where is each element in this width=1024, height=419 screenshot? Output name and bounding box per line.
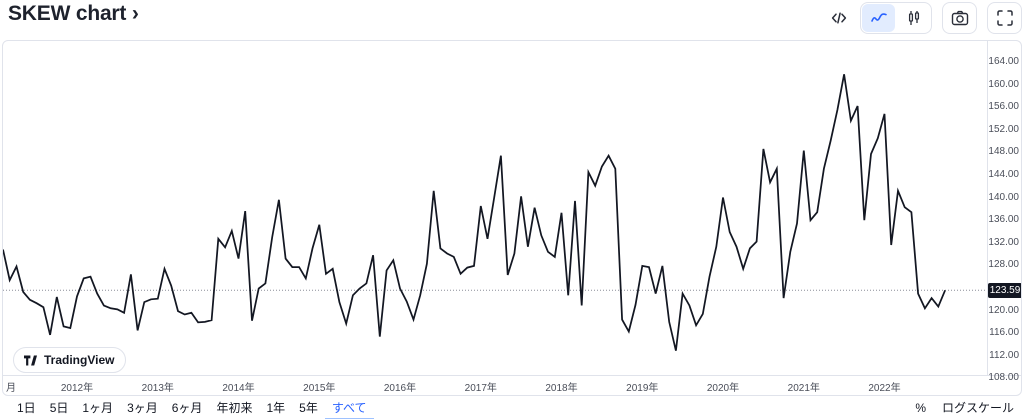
price-scale-label: 148.00	[988, 146, 1019, 158]
time-scale-label: 2017年	[464, 383, 497, 394]
price-scale-label: 164.00	[988, 55, 1019, 67]
price-scale-label: 160.00	[988, 78, 1019, 90]
time-scale[interactable]: 月 2012年 2013年 2014年 2015年 2016年 2017年 2018年 2019…	[3, 376, 987, 395]
range-button-1ヶ月[interactable]: 1ヶ月	[82, 401, 114, 415]
range-button-すべて[interactable]: すべて	[324, 397, 374, 419]
price-chart[interactable]	[3, 41, 988, 375]
range-buttons: 1日 5日 1ヶ月 3ヶ月 6ヶ月 年初来 1年 5年 すべて	[10, 397, 374, 419]
price-scale-label: 132.00	[988, 236, 1019, 248]
chart-panel: 164.00 160.00 156.00 152.00 148.00 144.00 140.…	[2, 40, 1022, 396]
tradingview-label: TradingView	[44, 353, 115, 367]
time-scale-label: 2016年	[383, 383, 417, 394]
scale-controls: % ログスケール	[915, 399, 1014, 416]
line-style-button[interactable]	[862, 4, 895, 32]
price-scale-label: 144.00	[988, 168, 1019, 180]
screenshot-button[interactable]	[942, 2, 977, 34]
bottom-toolbar: 1日 5日 1ヶ月 3ヶ月 6ヶ月 年初来 1年 5年 すべて % ログスケール	[0, 397, 1024, 419]
line-chart-icon	[870, 13, 887, 22]
price-scale-label: 112.00	[989, 349, 1019, 361]
time-scale-label: 2019年	[626, 383, 659, 394]
candlestick-style-button[interactable]	[897, 4, 930, 32]
tradingview-logo-icon	[24, 355, 37, 365]
camera-icon	[951, 10, 968, 26]
range-button-6ヶ月[interactable]: 6ヶ月	[171, 401, 203, 415]
range-button-1日[interactable]: 1日	[17, 401, 36, 415]
price-scale-label: 128.00	[988, 259, 1019, 271]
range-button-1年[interactable]: 1年	[266, 401, 286, 415]
fullscreen-button[interactable]	[987, 2, 1022, 34]
last-price-badge: 123.59	[988, 282, 1021, 298]
price-scale-label: 120.00	[988, 304, 1019, 316]
plot-wrapper	[3, 41, 1021, 376]
tradingview-attribution-link[interactable]: TradingView	[13, 347, 127, 373]
widget-header: SKEW chart ›	[0, 0, 1024, 36]
price-scale-label: 136.00	[988, 214, 1019, 226]
range-button-3ヶ月[interactable]: 3ヶ月	[127, 401, 158, 415]
time-scale-label: 2015年	[303, 383, 336, 394]
time-scale-label: 2020年	[706, 383, 740, 394]
embed-code-button[interactable]	[826, 3, 852, 33]
time-scale-label: 2013年	[141, 383, 174, 394]
log-scale-toggle[interactable]: ログスケール	[941, 401, 1014, 415]
percent-scale-toggle[interactable]: %	[915, 400, 926, 415]
price-line	[3, 74, 946, 351]
chart-style-switcher	[860, 2, 932, 34]
time-scale-label: 2021年	[787, 383, 820, 394]
time-scale-label: 2022年	[868, 383, 901, 394]
chart-title[interactable]: SKEW chart ›	[8, 2, 139, 25]
time-scale-label: 2018年	[545, 383, 578, 394]
embed-code-icon	[831, 12, 847, 24]
time-scale-label: 2012年	[60, 383, 94, 394]
candlestick-icon	[908, 11, 919, 25]
header-toolbar	[826, 2, 1022, 34]
time-scale-label: 月	[6, 383, 16, 394]
fullscreen-icon	[996, 10, 1013, 26]
price-scale-label: 116.00	[989, 327, 1019, 339]
price-scale-label: 108.00	[988, 372, 1019, 384]
price-line-svg	[3, 74, 987, 351]
price-scale-label: 156.00	[988, 101, 1019, 113]
range-button-5年[interactable]: 5年	[299, 401, 318, 415]
price-scale-label: 152.00	[988, 123, 1019, 135]
range-button-年初来[interactable]: 年初来	[216, 401, 253, 415]
time-scale-label: 2014年	[222, 383, 255, 394]
price-scale-label: 140.00	[988, 191, 1019, 203]
range-button-5日[interactable]: 5日	[49, 401, 69, 415]
